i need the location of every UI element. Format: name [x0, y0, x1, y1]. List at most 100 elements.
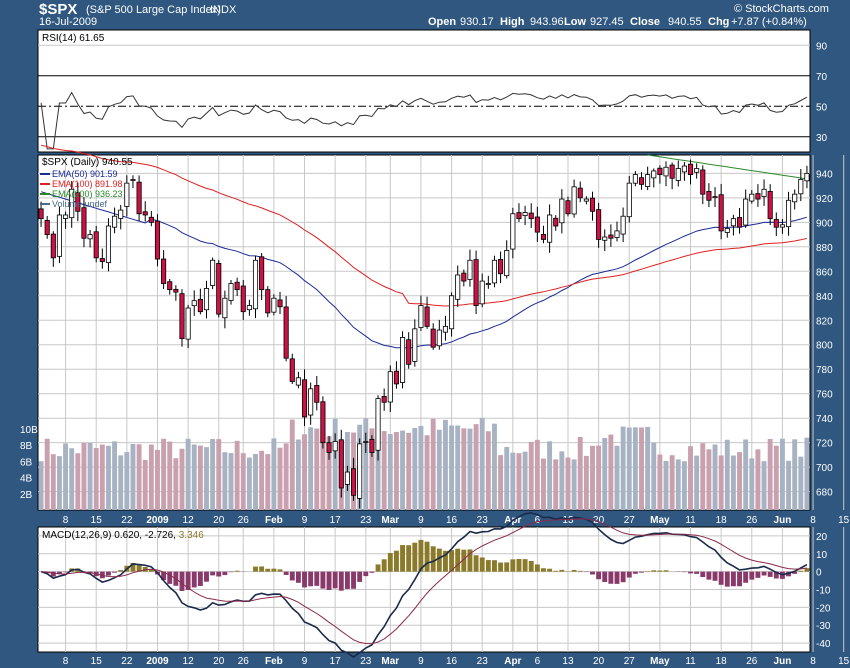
rsi-tick-label: 30 — [816, 133, 828, 144]
candle-body — [167, 281, 173, 291]
volume-bar — [406, 432, 412, 510]
x-tick-label: 17 — [330, 515, 342, 526]
candle-body — [473, 259, 479, 306]
candle-body — [75, 192, 81, 212]
macd-histogram-bar — [596, 571, 602, 580]
volume-bar — [130, 443, 136, 510]
candle-body — [381, 395, 387, 403]
macd-histogram-bar — [387, 552, 393, 572]
macd-histogram-bar — [234, 570, 240, 572]
candle-body — [540, 233, 547, 240]
volume-bar — [332, 418, 338, 510]
volume-tick-label: 4B — [20, 474, 33, 485]
macd-histogram-bar — [688, 571, 693, 574]
candle-body — [755, 193, 761, 200]
candle-body — [792, 193, 798, 203]
candle-body — [547, 214, 553, 243]
x-tick-label: Apr — [504, 656, 521, 667]
price-x-axis: 8 15 22 2009 12 20 26 Feb 9 17 23 Mar 9 16 23 Apr 6 13 20 2… — [63, 515, 850, 526]
date-label: 16-Jul-2009 — [39, 16, 98, 28]
candle-body — [301, 379, 308, 418]
candle-body — [56, 214, 62, 257]
volume-tick-label: 8B — [20, 441, 33, 452]
macd-histogram-bar — [424, 541, 430, 572]
macd-histogram-bar — [473, 555, 479, 572]
macd-histogram-bar — [467, 549, 473, 572]
candle-body — [706, 191, 712, 201]
macd-histogram-bar — [651, 570, 657, 572]
volume-bar — [430, 418, 436, 510]
macd-histogram-bar — [804, 568, 810, 572]
candle-body — [63, 214, 69, 219]
macd-histogram-bar — [289, 571, 295, 581]
macd-histogram-bar — [492, 560, 497, 572]
macd-histogram-bar — [332, 571, 338, 589]
macd-histogram-bar — [204, 571, 209, 582]
volume-bar — [148, 444, 154, 510]
volume-bar — [614, 445, 620, 510]
volume-bar — [663, 460, 669, 510]
volume-bar — [210, 439, 216, 510]
price-tick-label: 720 — [816, 439, 833, 450]
volume-bar — [185, 438, 191, 510]
x-tick-label: 13 — [562, 656, 574, 667]
candle-body — [222, 297, 228, 319]
macd-histogram-bar — [590, 571, 595, 575]
x-tick-label: 2009 — [146, 515, 169, 526]
volume-bar — [436, 429, 442, 510]
volume-bar — [669, 455, 675, 510]
macd-histogram-bar — [632, 571, 638, 574]
candle-body — [669, 164, 675, 179]
candle-body — [240, 285, 246, 313]
price-tick-label: 860 — [816, 267, 833, 278]
macd-histogram-bar — [136, 565, 142, 572]
candle-body — [773, 219, 779, 228]
macd-histogram-bar — [455, 548, 461, 572]
volume-bar — [688, 446, 693, 510]
candle-body — [93, 231, 99, 259]
volume-bar — [767, 438, 773, 510]
macd-histogram-bar — [504, 562, 510, 572]
legend-entry: EMA(200) 936.23 — [52, 189, 123, 199]
x-tick-label: 12 — [183, 515, 195, 526]
volume-bar — [559, 451, 565, 510]
macd-histogram-bar — [357, 571, 363, 582]
volume-bar — [442, 419, 448, 510]
macd-histogram-bar — [639, 571, 644, 573]
volume-bar — [786, 460, 792, 510]
macd-histogram-bar — [130, 562, 136, 572]
volume-bar — [69, 448, 75, 510]
candle-body — [112, 215, 118, 228]
macd-tick-label: -10 — [816, 586, 831, 597]
volume-bar — [547, 441, 553, 510]
x-tick-label: Mar — [381, 656, 399, 667]
candle-body — [424, 306, 430, 327]
volume-bar — [222, 452, 228, 510]
macd-histogram-bar — [302, 571, 307, 588]
candle-body — [461, 272, 467, 282]
candle-body — [583, 198, 589, 202]
x-tick-label: May — [650, 656, 670, 667]
volume-bar — [375, 436, 381, 510]
volume-bar — [197, 445, 203, 510]
chart-header: $SPX (S&P 500 Large Cap Index) INDX © St… — [0, 0, 850, 30]
rsi-label: RSI(14) 61.65 — [42, 33, 105, 44]
candle-body — [798, 179, 804, 195]
candle-body — [663, 166, 669, 177]
volume-bar — [639, 427, 644, 510]
volume-bar — [761, 461, 767, 510]
price-panel: 680 700 720 740 760 780 800 820 840 860 880 900 920 9… — [20, 144, 845, 511]
macd-histogram-bar — [792, 571, 798, 574]
candle-body — [283, 306, 289, 359]
volume-bar — [63, 443, 69, 510]
candle-body — [681, 165, 687, 173]
ema100-line — [40, 144, 808, 307]
volume-bar — [675, 459, 681, 510]
x-tick-label: Feb — [265, 515, 283, 526]
macd-histogram-bar — [277, 569, 283, 572]
x-tick-label: 15 — [838, 656, 850, 667]
macd-histogram-bar — [118, 570, 124, 572]
volume-bar — [179, 448, 185, 510]
macd-histogram-bar — [393, 550, 399, 572]
price-tick-label: 800 — [816, 341, 833, 352]
